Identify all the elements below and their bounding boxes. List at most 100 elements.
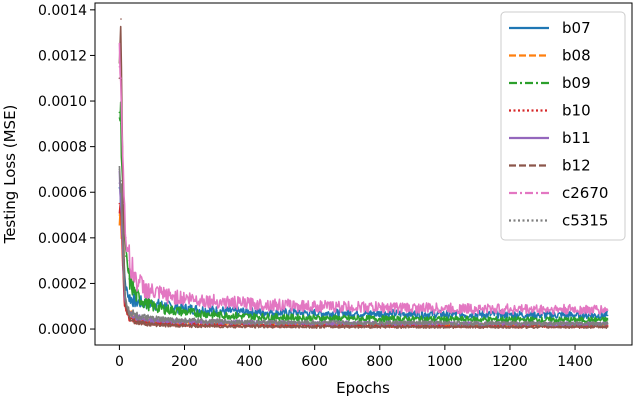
x-tick-label: 400 (236, 354, 263, 370)
data-point-c5315 (216, 320, 218, 323)
legend-entry-c5315: c5315 (509, 212, 608, 230)
data-point-b09 (143, 300, 145, 303)
plot-area (94, 2, 633, 346)
x-tick-label: 200 (171, 354, 198, 370)
data-point-c2670 (143, 287, 145, 289)
data-point-c2670 (574, 308, 576, 311)
legend-label: b10 (562, 102, 591, 120)
legend-label: b08 (562, 47, 591, 65)
data-point-c5315 (134, 314, 137, 317)
data-point-b09 (248, 315, 251, 318)
data-point-c2670 (151, 291, 153, 294)
data-point-c2670 (121, 145, 124, 148)
y-tick-label: 0.0012 (38, 48, 87, 64)
data-point-c2670 (509, 308, 511, 311)
data-point-c2670 (248, 303, 251, 305)
legend-entry-b08: b08 (509, 47, 591, 65)
data-point-b12 (574, 326, 576, 328)
data-point-b09 (183, 311, 186, 313)
legend-label: b12 (562, 157, 591, 175)
y-axis-ticks: 0.0000 0.0002 0.0004 0.0006 0.0008 0.0010 0.00… (38, 3, 95, 338)
data-point-b10 (118, 202, 121, 205)
series-layer (118, 18, 609, 329)
data-point-b08 (118, 214, 121, 216)
data-point-c5315 (248, 321, 251, 324)
x-axis-label: Epochs (336, 379, 390, 397)
data-point-b12 (134, 321, 137, 324)
legend-entry-b07: b07 (509, 19, 591, 37)
data-point-c5315 (313, 321, 316, 324)
axes-frame (94, 2, 633, 346)
data-point-b12 (444, 326, 446, 328)
data-point-c5315 (574, 322, 576, 325)
data-point-c5315 (151, 318, 153, 320)
data-point-b09 (118, 111, 121, 114)
data-point-b12 (509, 326, 511, 328)
data-point-b07 (509, 313, 511, 316)
data-point-c5315 (143, 316, 145, 319)
series-line-c5315 (118, 165, 609, 327)
data-point-b12 (379, 326, 381, 328)
legend-items: b07 b08 b09 b10 b11 b12 c2670 c5315 (509, 19, 608, 230)
data-point-b12 (120, 18, 122, 20)
data-point-c2670 (379, 306, 381, 309)
data-point-c5315 (379, 322, 381, 324)
legend-label: c2670 (562, 184, 608, 202)
y-tick-label: 0.0006 (38, 185, 87, 201)
legend-label: b09 (562, 74, 591, 92)
data-point-b07 (606, 314, 609, 317)
legend-label: b11 (562, 129, 591, 147)
data-point-b07 (444, 313, 446, 316)
data-point-c5315 (121, 237, 124, 239)
legend-entry-b11: b11 (509, 129, 591, 147)
data-point-b07 (379, 312, 381, 315)
x-tick-label: 1000 (427, 354, 463, 370)
data-point-c5315 (123, 282, 126, 285)
data-point-b12 (313, 326, 316, 328)
y-tick-label: 0.0000 (38, 322, 87, 338)
x-tick-label: 1200 (492, 354, 528, 370)
data-point-c2670 (118, 66, 121, 68)
data-point-b11 (143, 318, 145, 320)
data-point-b07 (313, 312, 316, 314)
data-point-b09 (167, 308, 169, 311)
data-point-c2670 (134, 278, 137, 280)
legend-label: b07 (562, 19, 591, 37)
y-tick-label: 0.0004 (38, 231, 87, 247)
data-point-b09 (509, 318, 511, 321)
data-point-b11 (151, 319, 153, 321)
data-point-b07 (248, 311, 251, 313)
x-tick-label: 600 (301, 354, 328, 370)
data-point-b09 (134, 294, 137, 296)
data-point-b09 (606, 319, 609, 321)
y-tick-label: 0.0002 (38, 276, 87, 292)
data-point-c2670 (128, 259, 130, 262)
y-tick-label: 0.0010 (38, 94, 87, 110)
legend-box (500, 11, 626, 241)
data-point-b07 (216, 310, 218, 312)
data-point-c2670 (167, 295, 169, 297)
data-point-c5315 (606, 322, 609, 325)
data-point-b09 (379, 318, 381, 320)
data-point-b12 (248, 325, 251, 328)
data-point-b09 (313, 317, 316, 319)
legend: b07 b08 b09 b10 b11 b12 c2670 c5315 (500, 11, 626, 241)
x-tick-label: 0 (115, 354, 124, 370)
data-point-c5315 (118, 168, 121, 171)
data-point-b09 (574, 319, 576, 321)
data-point-b12 (183, 325, 186, 327)
data-point-b09 (444, 318, 446, 321)
legend-entry-b10: b10 (509, 102, 591, 120)
data-point-b12 (606, 326, 609, 328)
data-point-c2670 (606, 309, 609, 311)
data-point-c2670 (183, 297, 186, 300)
data-point-b12 (151, 323, 153, 326)
data-point-c5315 (183, 319, 186, 322)
legend-entry-b09: b09 (509, 74, 591, 92)
data-point-c5315 (128, 310, 130, 312)
x-tick-label: 1400 (557, 354, 593, 370)
data-point-c5315 (509, 322, 511, 325)
series-c2670 (118, 42, 609, 316)
data-point-b12 (128, 316, 130, 319)
